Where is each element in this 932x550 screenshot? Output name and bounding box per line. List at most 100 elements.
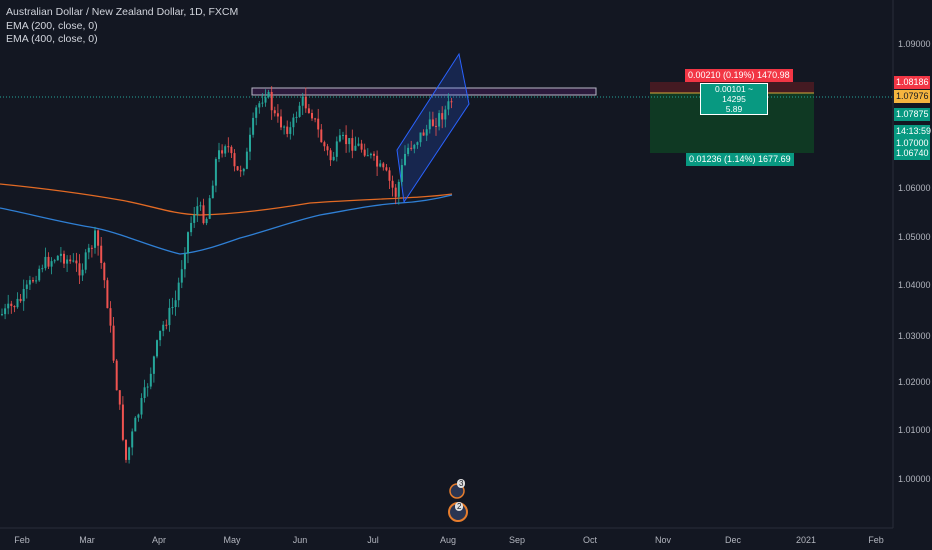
candle-body <box>345 134 348 145</box>
symbol-title[interactable]: Australian Dollar / New Zealand Dollar, … <box>6 6 239 18</box>
candle-body <box>84 252 87 270</box>
candle-body <box>28 280 31 285</box>
candle-body <box>438 113 441 127</box>
chart-legend: Australian Dollar / New Zealand Dollar, … <box>6 6 238 47</box>
candle-body <box>159 330 162 341</box>
candle-body <box>75 260 78 264</box>
candle-body <box>335 141 338 157</box>
candle-body <box>221 150 224 154</box>
candle-body <box>25 284 28 289</box>
candle-body <box>304 96 307 109</box>
candle-body <box>419 132 422 143</box>
candle-body <box>218 150 220 160</box>
candle-body <box>69 259 72 262</box>
candle-body <box>106 280 109 309</box>
candle-body <box>227 146 230 148</box>
time-axis-label: Jun <box>293 535 308 545</box>
candle-body <box>298 105 301 117</box>
time-axis-label: Jul <box>367 535 379 545</box>
level-price-tag: 1.07000 <box>894 137 930 150</box>
candle-body <box>47 256 50 267</box>
time-axis-label: Apr <box>152 535 166 545</box>
price-axis-label: 1.09000 <box>898 39 931 49</box>
time-axis-label: Sep <box>509 535 525 545</box>
time-axis-label: Aug <box>440 535 456 545</box>
candle-body <box>121 404 124 440</box>
candle-body <box>177 282 180 301</box>
candle-body <box>115 360 118 391</box>
candle-body <box>208 198 211 219</box>
candle-body <box>317 118 320 130</box>
candle-body <box>239 170 242 172</box>
candle-body <box>397 181 400 197</box>
candle-body <box>41 268 44 270</box>
candle-body <box>156 340 158 357</box>
rising-channel[interactable] <box>396 52 470 204</box>
price-axis-label: 1.04000 <box>898 280 931 290</box>
resistance-rectangle[interactable] <box>251 87 597 96</box>
candle-body <box>100 245 103 263</box>
entry-ratio: 5.89 <box>725 104 743 114</box>
candle-body <box>56 255 59 261</box>
entry-label: 0.00101 ~ 14295 5.89 <box>700 83 768 115</box>
candle-body <box>16 298 19 308</box>
candle-body <box>286 126 289 134</box>
candle-body <box>53 260 56 262</box>
candle-body <box>373 153 375 156</box>
candle-body <box>134 417 137 432</box>
candle-body <box>7 303 10 309</box>
candle-body <box>10 303 13 307</box>
candle-body <box>435 125 437 127</box>
candle-body <box>50 261 53 267</box>
candle-body <box>109 308 112 326</box>
candle-body <box>187 232 189 254</box>
candle-body <box>13 306 16 308</box>
indicator-ema-400[interactable]: EMA (400, close, 0) <box>6 33 98 45</box>
candle-body <box>171 306 174 308</box>
candle-body <box>224 146 227 154</box>
candle-body <box>165 324 168 326</box>
candle-body <box>4 308 7 315</box>
candle-body <box>360 143 363 150</box>
candle-body <box>348 138 351 145</box>
candle-body <box>81 269 84 276</box>
candle-body <box>233 153 236 167</box>
price-axis-label: 1.06000 <box>898 183 931 193</box>
indicator-ema-200[interactable]: EMA (200, close, 0) <box>6 19 98 32</box>
candle-body <box>199 205 202 207</box>
candle-body <box>379 163 382 167</box>
candle-body <box>143 387 146 399</box>
candle-body <box>276 113 279 117</box>
candle-body <box>416 142 419 145</box>
candle-body <box>320 129 323 143</box>
candle-body <box>295 116 298 118</box>
time-axis-label: Nov <box>655 535 672 545</box>
candle-body <box>366 155 369 157</box>
candle-body <box>283 126 286 128</box>
candle-body <box>301 96 304 106</box>
candle-body <box>242 168 245 172</box>
candle-body <box>118 390 121 405</box>
candle-body <box>174 300 177 307</box>
candle-body <box>230 146 233 154</box>
candle-body <box>329 150 332 161</box>
candle-body <box>249 134 251 152</box>
candle-body <box>140 398 143 415</box>
candle-body <box>252 117 255 135</box>
candle-body <box>146 386 149 388</box>
candle-body <box>128 447 131 460</box>
current-price-tag: 1.07976 <box>894 90 930 103</box>
candle-body <box>78 263 81 276</box>
candle-body <box>131 431 134 448</box>
candle-body <box>431 119 434 126</box>
candle-body <box>280 116 282 128</box>
candle-body <box>376 155 379 167</box>
candle-body <box>314 118 317 120</box>
candlestick-series <box>1 86 453 464</box>
candle-body <box>394 187 397 197</box>
candle-body <box>404 153 406 166</box>
price-axis-label: 1.05000 <box>898 232 931 242</box>
candle-body <box>202 205 205 224</box>
candle-body <box>125 439 127 460</box>
